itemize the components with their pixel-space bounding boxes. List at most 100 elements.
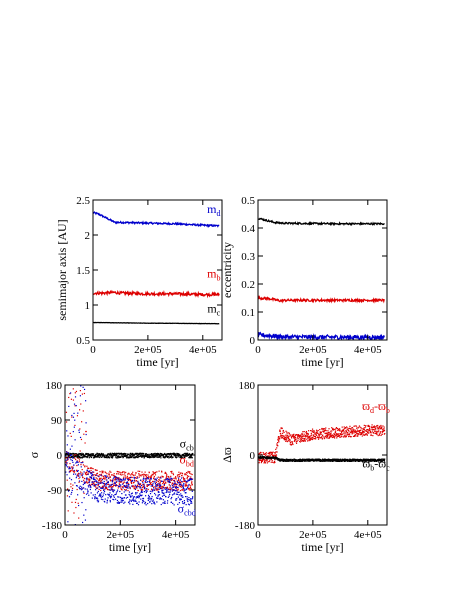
data-point <box>331 430 333 432</box>
data-point <box>258 453 260 455</box>
data-point <box>130 455 132 457</box>
data-point <box>321 460 323 463</box>
data-point <box>335 434 338 436</box>
data-point <box>80 456 82 459</box>
data-point <box>135 485 137 487</box>
data-point <box>360 432 362 434</box>
data-point <box>109 476 111 479</box>
data-point <box>166 486 168 488</box>
series-line-2 <box>93 321 220 325</box>
data-point <box>169 481 172 483</box>
data-point <box>160 477 162 479</box>
data-point <box>89 455 91 457</box>
data-point <box>301 439 303 441</box>
data-point <box>79 473 81 475</box>
data-point <box>363 427 365 429</box>
data-point <box>151 489 153 491</box>
data-point <box>89 467 91 469</box>
data-point <box>129 503 131 505</box>
data-point <box>165 491 167 494</box>
data-point <box>104 498 106 500</box>
data-point <box>114 479 116 481</box>
y-tick-label: 0.1 <box>241 307 255 319</box>
data-point <box>72 431 74 433</box>
data-point <box>117 457 119 459</box>
data-point <box>152 480 154 483</box>
data-point <box>346 426 348 428</box>
data-point <box>153 478 155 480</box>
data-point <box>320 436 322 439</box>
data-point <box>302 431 304 433</box>
data-point <box>117 455 120 457</box>
data-point <box>96 472 99 474</box>
data-point <box>182 496 184 498</box>
data-point <box>159 484 161 486</box>
data-point <box>180 486 182 488</box>
data-point <box>280 460 283 462</box>
data-point <box>328 431 330 433</box>
data-point <box>166 454 168 456</box>
data-point <box>189 453 191 456</box>
data-point <box>175 499 177 501</box>
data-point <box>275 456 277 458</box>
data-point <box>69 393 71 395</box>
data-point <box>303 438 305 440</box>
data-point <box>266 458 268 460</box>
data-point <box>114 494 116 496</box>
data-point <box>120 484 122 486</box>
data-point <box>150 475 152 477</box>
data-point <box>335 434 337 436</box>
data-point <box>279 429 281 431</box>
data-point <box>139 453 141 455</box>
data-point <box>105 485 107 488</box>
data-point <box>327 433 329 436</box>
data-point <box>135 497 137 499</box>
data-point <box>270 451 272 454</box>
data-point <box>87 492 89 494</box>
data-point <box>192 496 194 498</box>
data-point <box>360 427 362 429</box>
data-point <box>141 490 143 492</box>
data-point <box>104 501 106 503</box>
data-point <box>72 416 75 418</box>
data-point <box>259 452 261 455</box>
data-point <box>151 473 153 476</box>
data-point <box>92 481 94 483</box>
data-point <box>93 471 95 473</box>
data-point <box>75 473 77 475</box>
data-point <box>75 454 77 456</box>
data-point <box>96 497 98 499</box>
data-point <box>336 433 338 435</box>
data-point <box>185 453 188 456</box>
data-point <box>371 424 373 426</box>
data-point <box>132 486 134 488</box>
data-point <box>299 435 301 437</box>
data-point <box>337 433 339 435</box>
data-point <box>378 434 381 436</box>
data-point <box>170 501 173 503</box>
data-point <box>165 482 167 484</box>
data-point <box>148 478 150 480</box>
data-point <box>285 437 288 439</box>
data-point <box>95 481 98 483</box>
data-point <box>360 460 362 462</box>
data-point <box>77 412 79 414</box>
data-point <box>87 456 89 458</box>
data-point <box>129 477 132 479</box>
data-point <box>278 440 280 442</box>
data-point <box>107 497 109 499</box>
data-point <box>111 457 113 459</box>
data-point <box>126 496 129 498</box>
data-point <box>376 426 378 428</box>
data-point <box>115 492 118 494</box>
data-point <box>361 428 363 430</box>
data-point <box>170 453 172 456</box>
data-point <box>118 452 120 454</box>
data-point <box>114 475 116 478</box>
data-point <box>181 474 183 477</box>
data-point <box>170 471 172 473</box>
data-point <box>291 437 293 439</box>
data-point <box>88 454 90 456</box>
data-point <box>102 470 104 472</box>
data-point <box>357 460 360 462</box>
